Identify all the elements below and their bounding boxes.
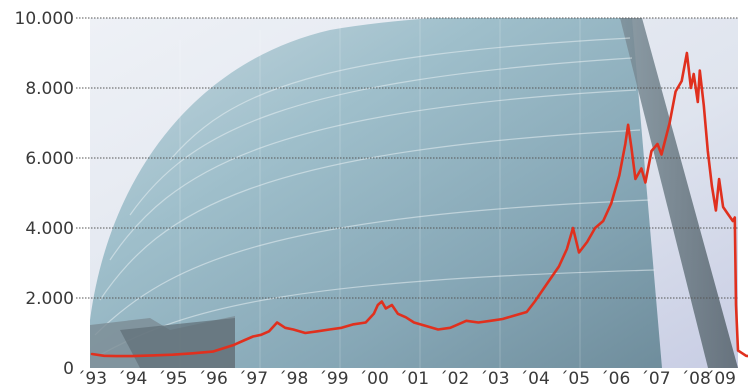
x-tick-label: ´97 — [238, 369, 268, 386]
y-tick-label: 10.000 — [15, 9, 74, 29]
x-tick-label: ´02 — [439, 369, 469, 386]
y-tick-label: 2.000 — [25, 289, 74, 309]
x-tick-label: ´06 — [600, 369, 630, 386]
x-tick-label: ´01 — [399, 369, 429, 386]
x-tick-label: ´07 — [640, 369, 670, 386]
x-tick-label: ´96 — [198, 369, 228, 386]
x-tick-label: ´94 — [117, 369, 147, 386]
y-tick-label: 4.000 — [25, 219, 74, 239]
gridlines — [76, 17, 738, 299]
y-axis-ticks: 0 2.000 4.000 6.000 8.000 10.000 — [15, 9, 74, 379]
x-tick-label: ´95 — [157, 369, 187, 386]
x-tick-label: ´09 — [706, 369, 736, 386]
x-tick-label: ´05 — [560, 369, 590, 386]
background-photo — [90, 18, 738, 368]
x-tick-label: ´00 — [359, 369, 389, 386]
x-tick-label: ´93 — [77, 369, 107, 386]
x-tick-label: ´03 — [479, 369, 509, 386]
x-tick-label: ´04 — [520, 369, 550, 386]
y-tick-label: 6.000 — [25, 149, 74, 169]
x-tick-label: ´08 — [681, 369, 711, 386]
x-tick-label: ´99 — [318, 369, 348, 386]
y-tick-label: 0 — [63, 359, 74, 379]
x-axis-ticks: ´93 ´94 ´95 ´96 ´97 ´98 ´99 ´00 ´01 ´02 ´03 ´04 ´05 ´… — [77, 369, 736, 386]
y-tick-label: 8.000 — [25, 79, 74, 99]
x-tick-label: ´98 — [278, 369, 308, 386]
series-group — [90, 51, 748, 358]
series-line-0 — [90, 51, 748, 358]
